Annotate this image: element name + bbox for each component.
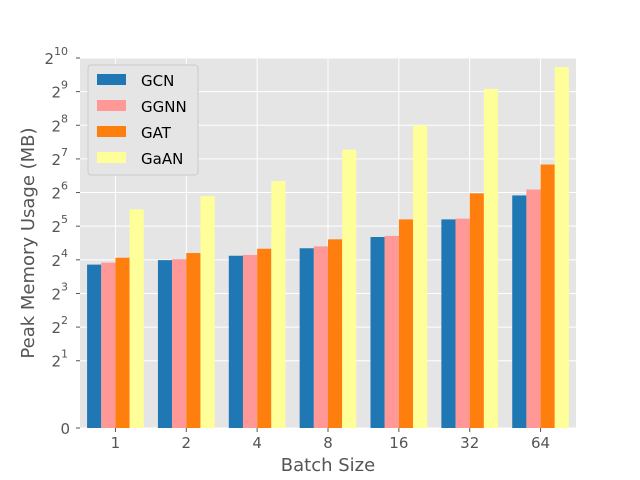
legend-swatch-ggnn bbox=[97, 100, 126, 111]
legend-label-gat: GAT bbox=[141, 124, 172, 142]
bar-gaan-4 bbox=[271, 181, 286, 428]
bar-gcn-16 bbox=[370, 237, 385, 428]
x-tick-labels: 1 2 4 8 16 32 64 bbox=[111, 428, 550, 452]
x-tick-label: 2 bbox=[182, 434, 192, 452]
y-tick-label: 28 bbox=[51, 112, 68, 135]
bar-gcn-64 bbox=[512, 195, 527, 428]
x-axis-title: Batch Size bbox=[281, 455, 375, 476]
y-tick-exponent: 5 bbox=[61, 213, 68, 226]
bar-gat-1 bbox=[115, 257, 130, 428]
y-tick-label: 22 bbox=[51, 314, 68, 337]
x-tick-label: 64 bbox=[531, 434, 550, 452]
x-tick-label: 32 bbox=[460, 434, 479, 452]
bar-gcn-8 bbox=[299, 248, 314, 428]
y-tick-label: 25 bbox=[51, 213, 68, 236]
bars bbox=[87, 67, 569, 429]
y-tick-label: 210 bbox=[44, 45, 68, 68]
y-tick-label: 29 bbox=[51, 79, 68, 102]
y-tick-exponent: 4 bbox=[61, 247, 68, 260]
bar-gaan-1 bbox=[129, 209, 144, 428]
y-tick-label: 21 bbox=[51, 348, 68, 371]
y-tick-exponent: 7 bbox=[61, 146, 68, 159]
y-tick-exponent: 9 bbox=[61, 79, 68, 92]
y-tick-exponent: 6 bbox=[61, 180, 68, 193]
y-axis-title: Peak Memory Usage (MB) bbox=[18, 127, 39, 358]
bar-ggnn-16 bbox=[384, 235, 399, 428]
y-tick-label: 0 bbox=[60, 420, 70, 438]
y-tick-exponent: 3 bbox=[61, 280, 68, 293]
bar-ggnn-4 bbox=[242, 254, 258, 428]
y-tick-exponent: 10 bbox=[54, 45, 68, 58]
y-tick-label: 26 bbox=[51, 180, 68, 203]
bar-gaan-2 bbox=[200, 196, 215, 428]
bar-gcn-4 bbox=[228, 255, 243, 428]
bar-gaan-8 bbox=[342, 149, 357, 429]
bar-ggnn-64 bbox=[526, 189, 541, 428]
bar-gcn-32 bbox=[441, 219, 456, 428]
bar-gat-4 bbox=[257, 248, 272, 428]
bar-gaan-32 bbox=[483, 88, 499, 428]
bar-gcn-1 bbox=[87, 264, 102, 428]
legend-swatch-gat bbox=[97, 126, 126, 137]
y-tick-exponent: 8 bbox=[61, 112, 68, 125]
bar-gaan-16 bbox=[413, 125, 428, 428]
bar-ggnn-8 bbox=[313, 246, 328, 428]
bar-ggnn-32 bbox=[455, 218, 470, 428]
bar-gaan-64 bbox=[554, 67, 569, 428]
bar-ggnn-1 bbox=[101, 262, 116, 428]
x-tick-label: 8 bbox=[323, 434, 333, 452]
bar-gat-32 bbox=[469, 193, 484, 428]
x-tick-label: 1 bbox=[111, 434, 121, 452]
bar-gat-64 bbox=[540, 164, 555, 428]
x-tick-label: 16 bbox=[389, 434, 408, 452]
legend-label-gaan: GaAN bbox=[141, 150, 183, 168]
y-tick-exponent: 2 bbox=[61, 314, 68, 327]
y-tick-label: 23 bbox=[51, 280, 68, 303]
bar-gat-8 bbox=[328, 239, 343, 428]
bar-gat-16 bbox=[398, 219, 414, 428]
legend-label-ggnn: GGNN bbox=[141, 98, 187, 116]
x-tick-label: 4 bbox=[252, 434, 262, 452]
bar-gcn-2 bbox=[157, 260, 173, 428]
legend: GCN GGNN GAT GaAN bbox=[87, 64, 199, 176]
legend-swatch-gaan bbox=[97, 152, 126, 163]
bar-gat-2 bbox=[186, 253, 201, 428]
bar-ggnn-2 bbox=[172, 259, 187, 428]
legend-label-gcn: GCN bbox=[141, 72, 174, 90]
legend-swatch-gcn bbox=[97, 74, 126, 85]
y-tick-label: 24 bbox=[51, 247, 68, 270]
y-tick-exponent: 1 bbox=[61, 348, 68, 361]
y-tick-label: 27 bbox=[51, 146, 68, 169]
legend-box bbox=[87, 64, 199, 176]
